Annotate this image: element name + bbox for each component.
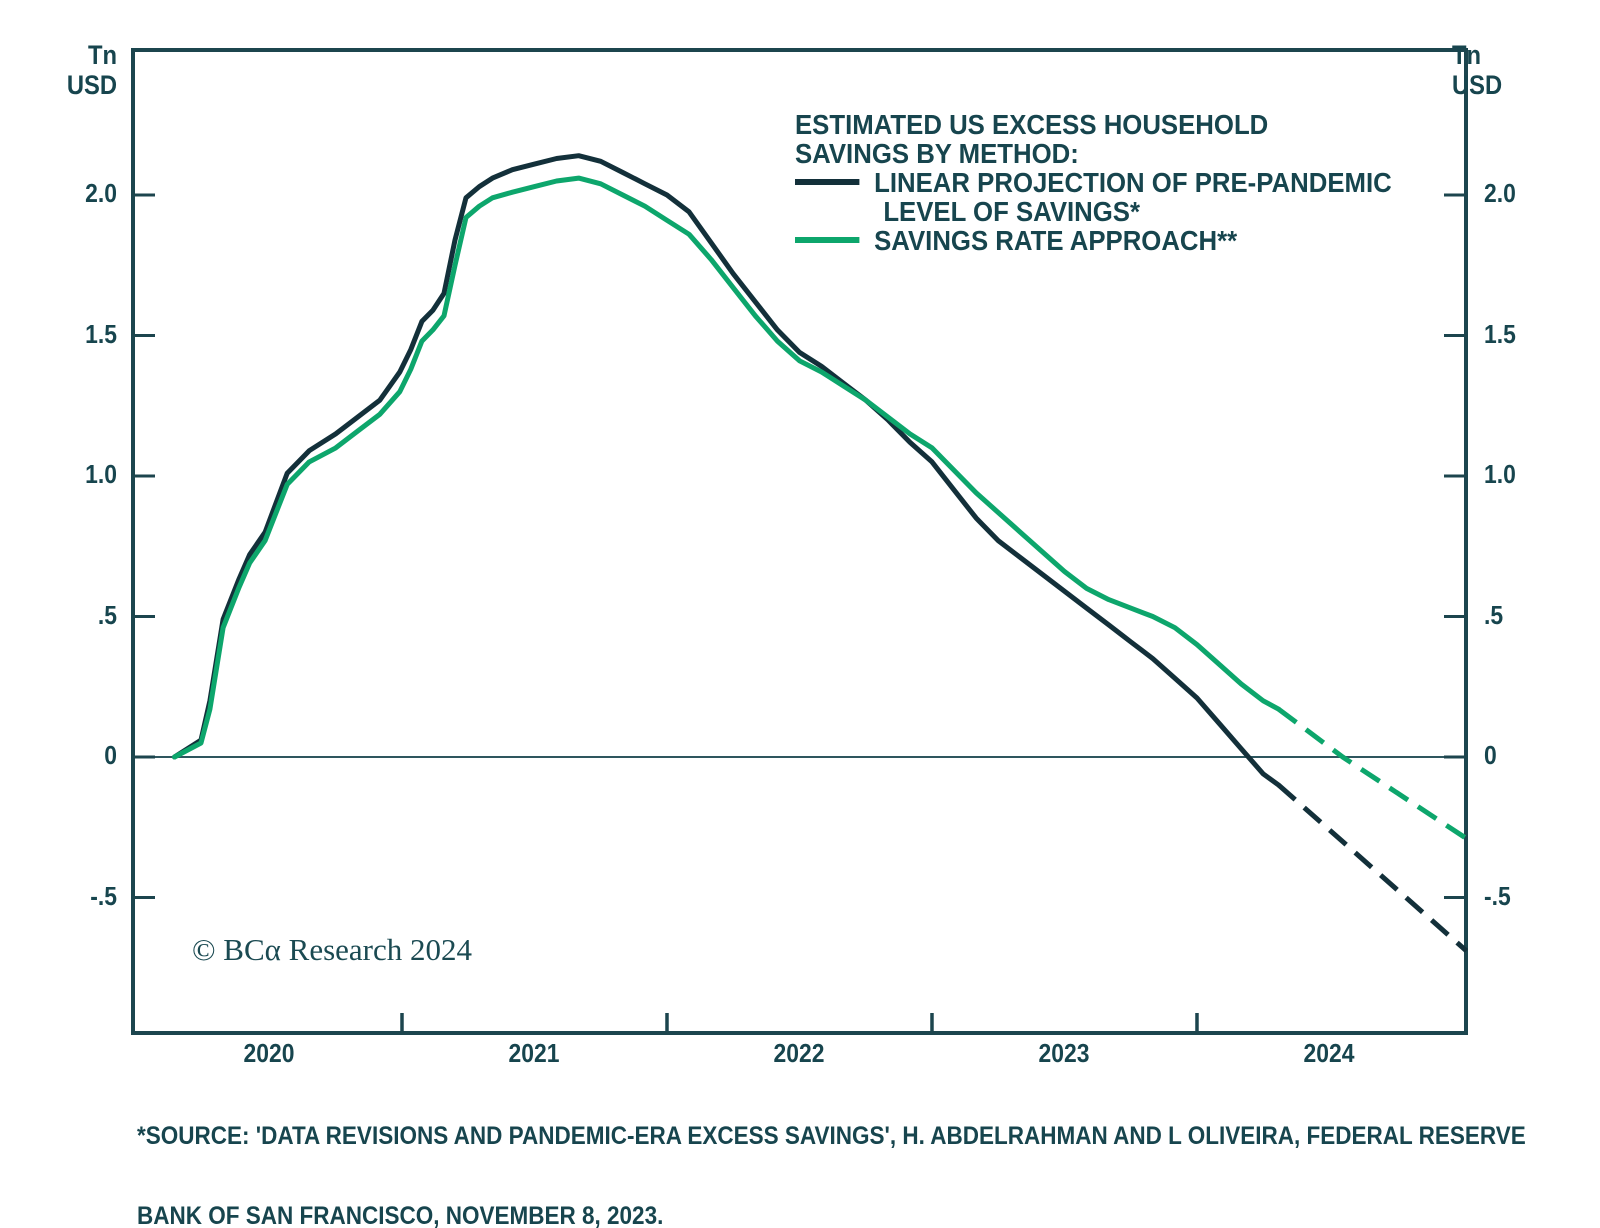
savings-rate-line-dashed-projection (1277, 707, 1468, 841)
footnotes: *SOURCE: 'DATA REVISIONS AND PANDEMIC-ER… (137, 1070, 1594, 1228)
legend-title-line2: SAVINGS BY METHOD: (795, 138, 1079, 169)
legend-label-linear-projection: LINEAR PROJECTION OF PRE-PANDEMIC LEVEL O… (874, 167, 1392, 227)
legend: ESTIMATED US EXCESS HOUSEHOLD SAVINGS BY… (795, 110, 1392, 255)
unit-right-line2: USD (1452, 70, 1503, 100)
legend-title-line1: ESTIMATED US EXCESS HOUSEHOLD (795, 109, 1269, 140)
footnote-line-1: *SOURCE: 'DATA REVISIONS AND PANDEMIC-ER… (137, 1122, 1526, 1150)
x-tick-label-2020: 2020 (244, 1038, 295, 1068)
y-axis-unit-label-right: Tn USD (1452, 40, 1502, 100)
x-tick-label-2024: 2024 (1304, 1038, 1355, 1068)
y-tick-label-left-.5: .5 (97, 599, 117, 630)
y-tick-label-left-2.0: 2.0 (85, 178, 117, 208)
unit-left-line1: Tn (87, 40, 117, 70)
copyright-text: © BCα Research 2024 (192, 932, 472, 967)
y-tick-label-left-1.5: 1.5 (85, 318, 117, 349)
y-tick-label-right--.5: -.5 (1484, 880, 1511, 911)
y-tick-label-left-1.0: 1.0 (85, 459, 117, 489)
footnote-line-2: BANK OF SAN FRANCISCO, NOVEMBER 8, 2023. (137, 1201, 664, 1228)
x-tick-label-2021: 2021 (509, 1038, 560, 1068)
savings-rate-line-solid (172, 175, 1282, 760)
linear-projection-line-dashed-projection (1277, 783, 1469, 953)
dark-line-swatch-icon (795, 179, 860, 185)
plot-frame (131, 48, 1468, 1035)
green-line-swatch-icon (795, 237, 860, 243)
y-tick-label-right-1.5: 1.5 (1484, 318, 1516, 349)
unit-left-line2: USD (66, 70, 117, 100)
legend-label-savings-rate: SAVINGS RATE APPROACH** (874, 225, 1238, 256)
y-tick-label-right-0: 0 (1484, 740, 1497, 770)
linear-projection-line-solid (172, 153, 1282, 788)
y-tick-label-right-.5: .5 (1484, 599, 1504, 630)
y-axis-unit-label-left: Tn USD (14, 40, 117, 100)
y-tick-label-left--.5: -.5 (90, 880, 117, 911)
legend-item-savings-rate: SAVINGS RATE APPROACH** (795, 226, 1392, 255)
y-tick-label-left-0: 0 (104, 740, 117, 770)
x-tick-label-2023: 2023 (1039, 1038, 1090, 1068)
y-tick-label-right-1.0: 1.0 (1484, 459, 1516, 489)
unit-right-line1: Tn (1452, 40, 1482, 70)
y-tick-label-right-2.0: 2.0 (1484, 178, 1516, 208)
legend-item-linear-projection: LINEAR PROJECTION OF PRE-PANDEMIC LEVEL O… (795, 168, 1392, 226)
x-tick-label-2022: 2022 (774, 1038, 825, 1068)
